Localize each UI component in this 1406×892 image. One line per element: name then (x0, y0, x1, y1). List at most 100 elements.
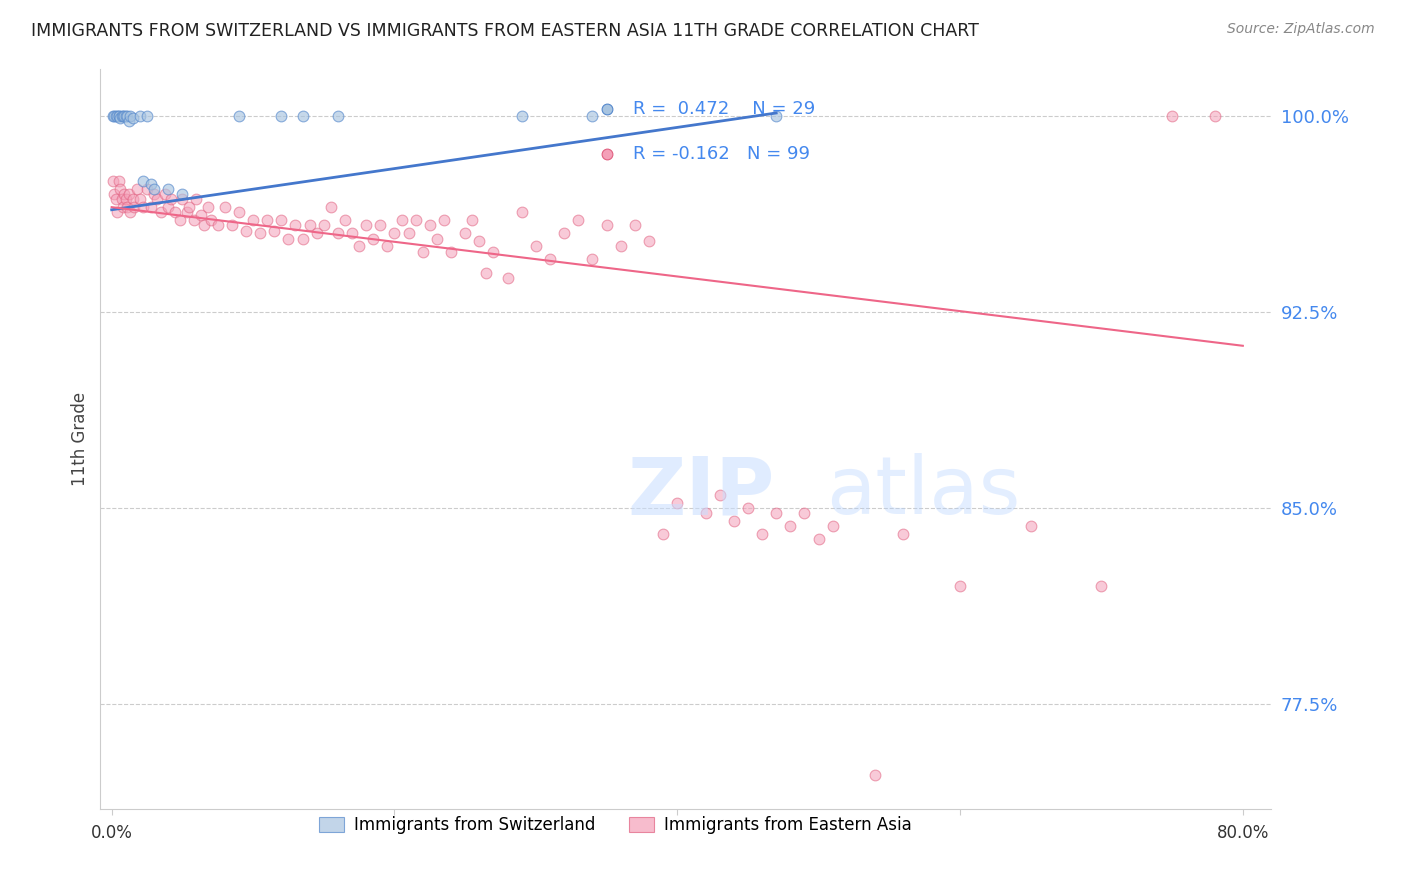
Point (155, 187, 177, 202)
Point (179, 200, 201, 214)
Point (207, 219, 229, 233)
Point (567, 213, 589, 227)
Point (433, 213, 456, 227)
Point (391, 213, 413, 227)
Point (172, 192, 194, 206)
Point (165, 205, 187, 219)
Point (347, 239, 370, 253)
Point (141, 200, 163, 214)
Point (235, 224, 257, 238)
Point (186, 192, 208, 206)
Point (333, 213, 356, 227)
Point (107, 109, 129, 123)
Point (157, 182, 180, 196)
Point (482, 244, 505, 259)
Point (581, 252, 603, 267)
Point (361, 231, 384, 245)
Point (440, 244, 463, 259)
Point (172, 187, 194, 202)
Point (510, 205, 533, 219)
Point (284, 219, 307, 233)
Point (893, 527, 915, 541)
Point (115, 200, 138, 214)
Point (765, 109, 787, 123)
Point (111, 200, 134, 214)
Point (412, 244, 434, 259)
Point (291, 109, 314, 123)
Point (200, 213, 222, 227)
Point (793, 506, 815, 520)
Point (141, 177, 163, 191)
Point (122, 112, 145, 126)
Point (461, 213, 484, 227)
Point (695, 506, 717, 520)
Point (115, 109, 138, 123)
Point (765, 506, 787, 520)
Point (510, 109, 533, 123)
Point (221, 219, 243, 233)
Point (103, 187, 125, 202)
Point (108, 112, 131, 126)
Point (863, 768, 886, 782)
Point (242, 213, 264, 227)
Point (609, 239, 631, 253)
Point (118, 205, 141, 219)
Text: IMMIGRANTS FROM SWITZERLAND VS IMMIGRANTS FROM EASTERN ASIA 11TH GRADE CORRELATI: IMMIGRANTS FROM SWITZERLAND VS IMMIGRANT… (31, 22, 979, 40)
Point (326, 227, 349, 241)
Y-axis label: 11th Grade: 11th Grade (72, 392, 89, 486)
Point (117, 187, 139, 202)
Point (263, 224, 285, 238)
Point (132, 200, 155, 214)
Point (228, 109, 250, 123)
Point (129, 109, 152, 123)
Legend: Immigrants from Switzerland, Immigrants from Eastern Asia: Immigrants from Switzerland, Immigrants … (312, 810, 918, 841)
Point (136, 109, 159, 123)
Point (454, 227, 477, 241)
Point (176, 205, 198, 219)
Point (709, 488, 731, 502)
Point (157, 200, 180, 214)
Point (249, 227, 271, 241)
Point (277, 231, 299, 245)
Point (496, 270, 519, 285)
Point (101, 174, 124, 188)
Point (129, 192, 152, 206)
Point (132, 174, 155, 188)
Point (305, 227, 328, 241)
Point (169, 213, 191, 227)
Point (354, 219, 377, 233)
Point (553, 227, 575, 241)
Point (595, 219, 617, 233)
Point (107, 174, 129, 188)
Point (112, 187, 135, 202)
Point (160, 192, 183, 206)
Point (103, 109, 125, 123)
Point (1090, 579, 1112, 593)
Point (638, 234, 661, 248)
Point (377, 239, 399, 253)
Point (124, 200, 146, 214)
Point (143, 187, 166, 202)
Point (190, 208, 212, 222)
Point (114, 192, 136, 206)
Point (468, 234, 491, 248)
Point (108, 182, 131, 196)
Point (110, 109, 132, 123)
Point (1019, 519, 1042, 533)
Point (183, 213, 205, 227)
Point (475, 266, 498, 280)
Point (110, 192, 132, 206)
Point (150, 205, 173, 219)
Point (118, 109, 141, 123)
Point (624, 219, 647, 233)
Point (136, 182, 159, 196)
Point (122, 192, 145, 206)
Point (127, 182, 149, 196)
Point (111, 109, 134, 123)
Point (101, 109, 124, 123)
Point (723, 514, 745, 528)
Text: atlas: atlas (825, 453, 1021, 532)
Point (312, 219, 335, 233)
Text: 80.0%: 80.0% (1216, 824, 1270, 842)
Text: ZIP: ZIP (627, 453, 775, 532)
